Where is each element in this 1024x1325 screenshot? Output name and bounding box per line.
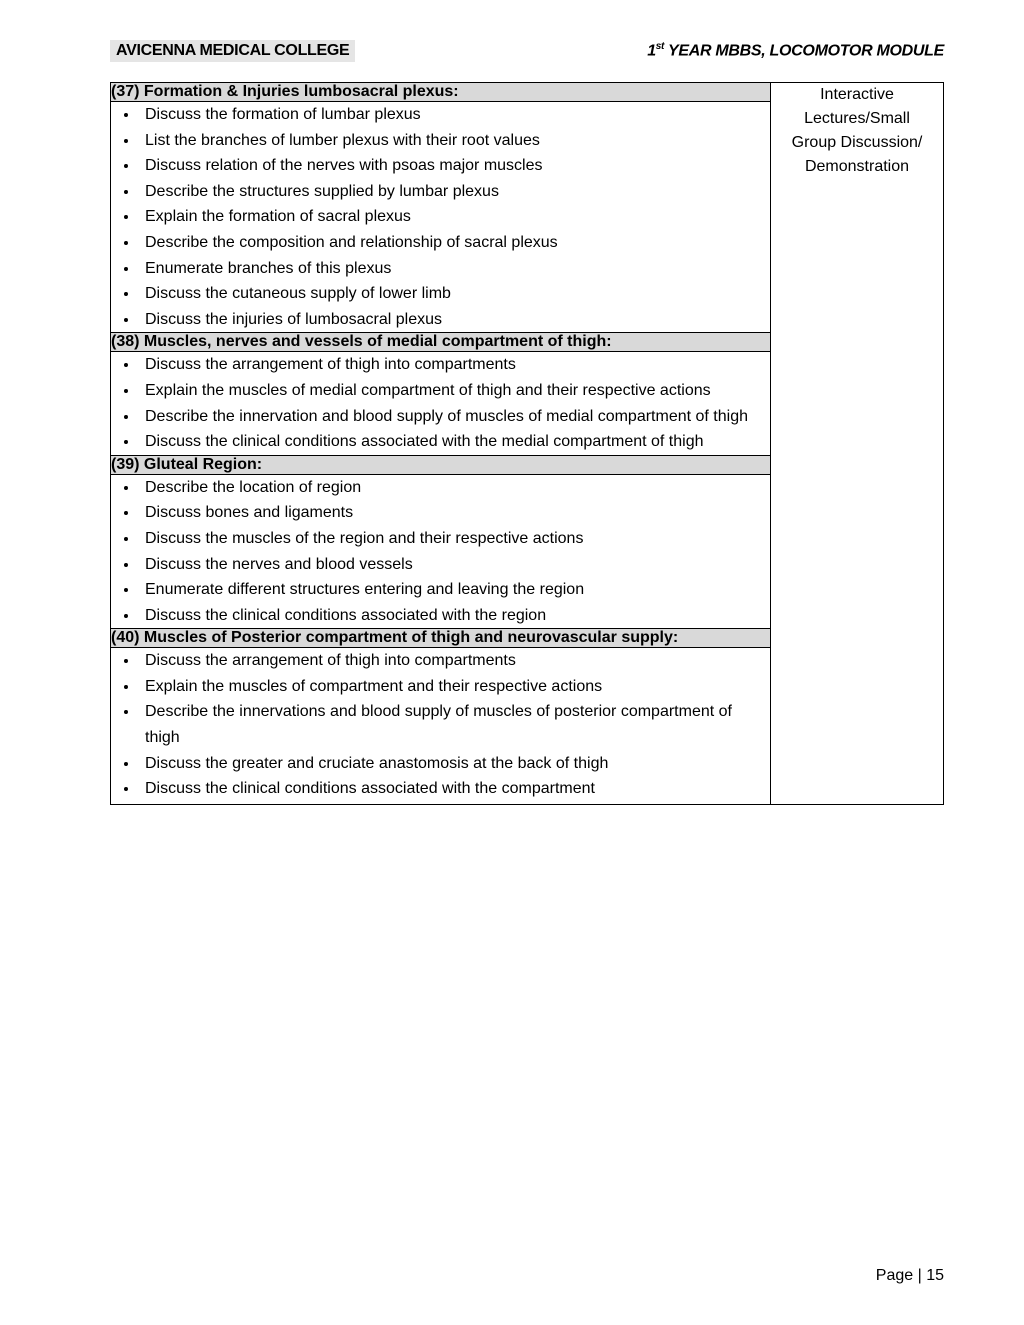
method-line-3: Group Discussion/ bbox=[771, 131, 943, 155]
method-line-4: Demonstration bbox=[771, 155, 943, 179]
page-label: Page | bbox=[876, 1267, 926, 1284]
list-item: Discuss the clinical conditions associat… bbox=[139, 776, 770, 802]
section-40-items: Discuss the arrangement of thigh into co… bbox=[111, 648, 771, 805]
list-item: Enumerate different structures entering … bbox=[139, 577, 770, 603]
page-footer: Page | 15 bbox=[876, 1267, 944, 1285]
list-item: Describe the innervations and blood supp… bbox=[139, 699, 770, 750]
module-title: 1st YEAR MBBS, LOCOMOTOR MODULE bbox=[647, 41, 944, 60]
module-rest: YEAR MBBS, LOCOMOTOR MODULE bbox=[664, 42, 944, 59]
method-line-1: Interactive bbox=[771, 83, 943, 107]
list-item: Enumerate branches of this plexus bbox=[139, 256, 770, 282]
module-prefix: 1 bbox=[647, 42, 656, 59]
section-39-items: Describe the location of region Discuss … bbox=[111, 474, 771, 629]
method-line-2: Lectures/Small bbox=[771, 107, 943, 131]
section-38-items: Discuss the arrangement of thigh into co… bbox=[111, 352, 771, 455]
section-38-title: (38) Muscles, nerves and vessels of medi… bbox=[111, 333, 771, 352]
list-item: Discuss the muscles of the region and th… bbox=[139, 526, 770, 552]
list-item: Discuss bones and ligaments bbox=[139, 500, 770, 526]
list-item: Discuss the arrangement of thigh into co… bbox=[139, 352, 770, 378]
list-item: Discuss the formation of lumbar plexus bbox=[139, 102, 770, 128]
list-item: Discuss relation of the nerves with psoa… bbox=[139, 153, 770, 179]
list-item: Explain the formation of sacral plexus bbox=[139, 204, 770, 230]
list-item: Describe the composition and relationshi… bbox=[139, 230, 770, 256]
section-37-title: (37) Formation & Injuries lumbosacral pl… bbox=[111, 83, 771, 102]
list-item: Explain the muscles of compartment and t… bbox=[139, 674, 770, 700]
teaching-method-cell: Interactive Lectures/Small Group Discuss… bbox=[771, 83, 944, 805]
section-37-items: Discuss the formation of lumbar plexus L… bbox=[111, 102, 771, 333]
curriculum-table: (37) Formation & Injuries lumbosacral pl… bbox=[110, 82, 944, 805]
list-item: Describe the structures supplied by lumb… bbox=[139, 179, 770, 205]
list-item: Describe the location of region bbox=[139, 475, 770, 501]
list-item: Discuss the clinical conditions associat… bbox=[139, 603, 770, 629]
list-item: Discuss the nerves and blood vessels bbox=[139, 552, 770, 578]
list-item: Discuss the cutaneous supply of lower li… bbox=[139, 281, 770, 307]
list-item: Describe the innervation and blood suppl… bbox=[139, 404, 770, 430]
list-item: Discuss the greater and cruciate anastom… bbox=[139, 751, 770, 777]
list-item: Discuss the clinical conditions associat… bbox=[139, 429, 770, 455]
list-item: List the branches of lumber plexus with … bbox=[139, 128, 770, 154]
page-header: AVICENNA MEDICAL COLLEGE 1st YEAR MBBS, … bbox=[110, 40, 944, 62]
section-40-title: (40) Muscles of Posterior compartment of… bbox=[111, 629, 771, 648]
page-number: 15 bbox=[926, 1267, 944, 1284]
list-item: Explain the muscles of medial compartmen… bbox=[139, 378, 770, 404]
section-39-title: (39) Gluteal Region: bbox=[111, 455, 771, 474]
college-name: AVICENNA MEDICAL COLLEGE bbox=[110, 40, 355, 62]
list-item: Discuss the arrangement of thigh into co… bbox=[139, 648, 770, 674]
list-item: Discuss the injuries of lumbosacral plex… bbox=[139, 307, 770, 333]
module-sup: st bbox=[656, 41, 664, 52]
